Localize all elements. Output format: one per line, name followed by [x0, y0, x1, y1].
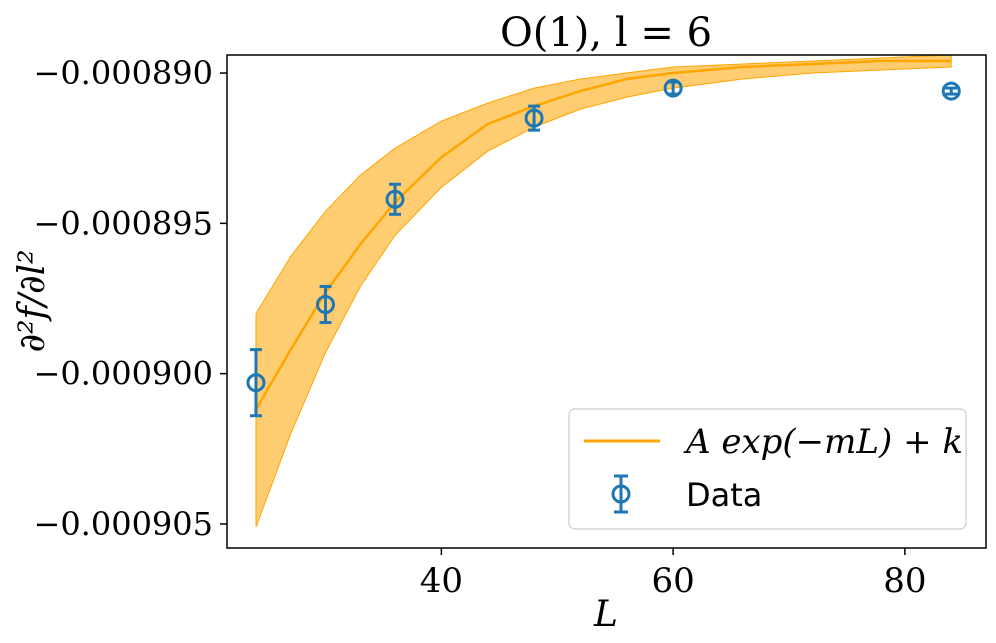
y-tick-label: −0.000890: [34, 54, 214, 92]
data-point: [941, 81, 961, 101]
data-marker: [246, 373, 266, 393]
axes-frame: [226, 54, 987, 549]
chart-title: O(1), l = 6: [500, 10, 712, 56]
legend-frame: [568, 408, 967, 530]
x-axis-ticks: 40 60 80: [420, 548, 927, 601]
x-tick-label: 60: [651, 561, 694, 601]
confidence-band-layer: [255, 54, 952, 528]
x-tick-label: 40: [420, 561, 463, 601]
data-point: [385, 182, 405, 216]
legend-data-marker: [611, 484, 631, 504]
legend-data-label: Data: [686, 476, 762, 514]
y-tick-label: −0.000905: [34, 505, 214, 543]
legend-fit-label: A exp(−mL) + k: [683, 422, 963, 462]
data-marker: [941, 81, 961, 101]
confidence-band: [255, 54, 952, 528]
data-marker: [385, 189, 405, 209]
legend: A exp(−mL) + k Data: [568, 408, 967, 530]
y-tick-label: −0.000900: [34, 355, 214, 393]
data-point: [315, 284, 335, 325]
x-tick-label: 80: [883, 561, 926, 601]
data-marker: [524, 108, 544, 128]
data-point: [524, 104, 544, 132]
y-tick-label: −0.000895: [34, 204, 214, 242]
data-point: [246, 348, 266, 418]
y-axis-ticks: −0.000890 −0.000895 −0.000900 −0.000905: [34, 54, 227, 543]
data-marker: [663, 78, 683, 98]
data-marker: [315, 295, 335, 315]
y-axis-label: ∂²f/∂l²: [12, 249, 53, 352]
data-points-layer: [246, 78, 961, 418]
x-axis-label: L: [593, 594, 618, 635]
data-point: [663, 78, 683, 98]
